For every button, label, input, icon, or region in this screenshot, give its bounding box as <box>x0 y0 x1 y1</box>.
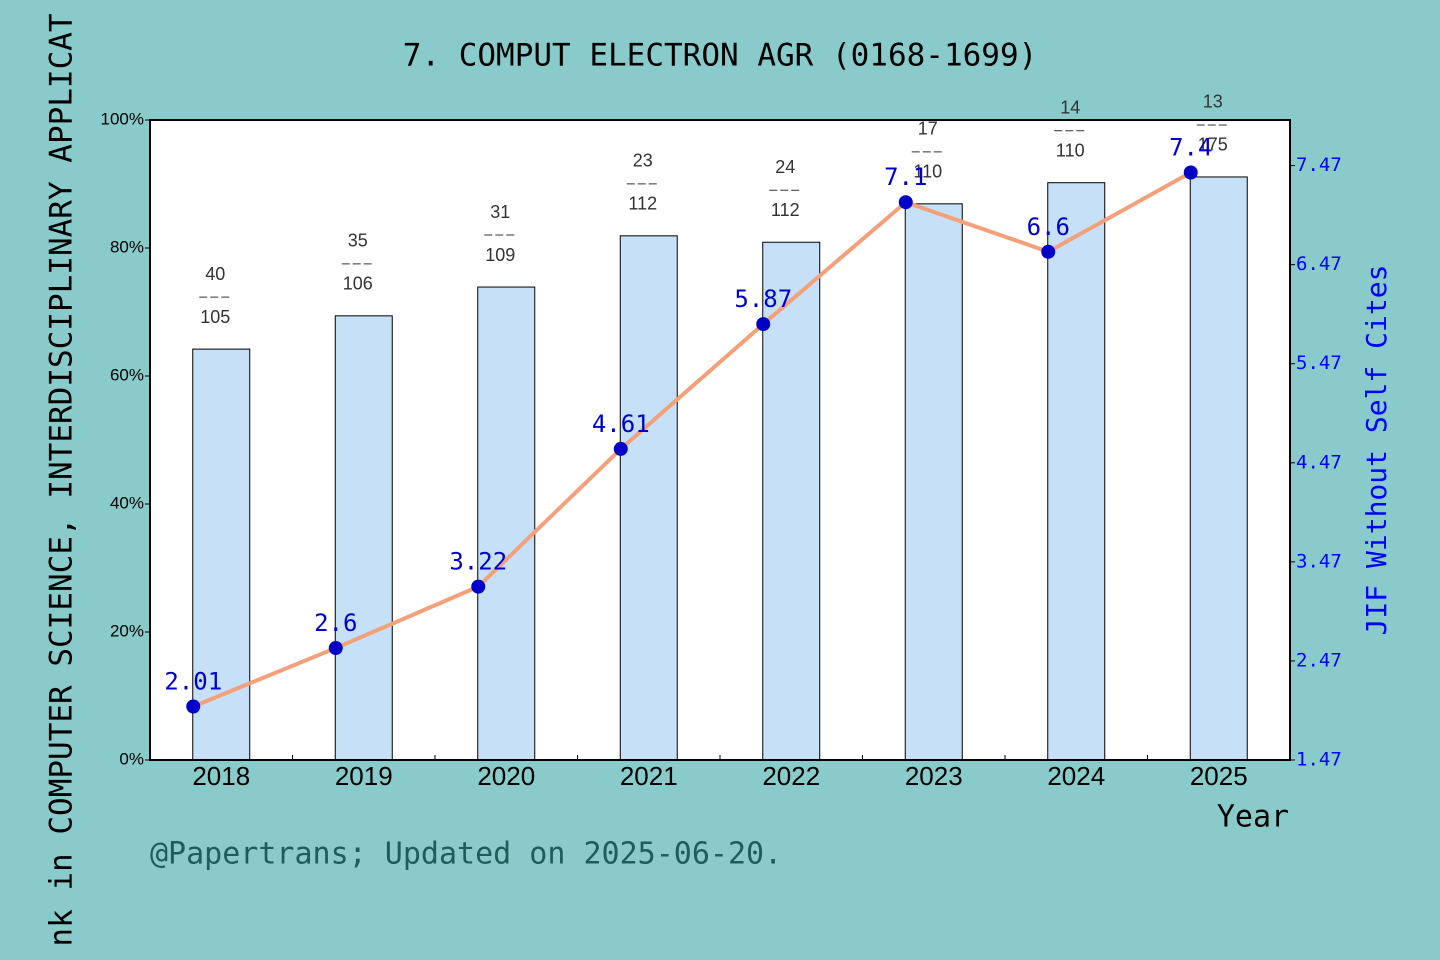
y2-tick-label: 1.47 <box>1296 749 1342 771</box>
bar <box>477 286 536 761</box>
bar <box>619 235 678 761</box>
jif-label: 5.87 <box>734 285 792 313</box>
x-axis-label: Year <box>1217 800 1289 835</box>
bar <box>1189 176 1248 761</box>
total-label: 112 <box>628 194 657 214</box>
rank-label: 35 <box>348 231 368 251</box>
x-tick-label: 2024 <box>1047 761 1105 791</box>
y2-axis-label: JIF Without Self Cites <box>1360 265 1393 636</box>
jif-point <box>898 195 913 210</box>
x-tick-label: 2021 <box>620 761 678 791</box>
footnote: @Papertrans; Updated on 2025-06-20. <box>150 837 782 872</box>
jif-label: 7.1 <box>884 163 927 191</box>
x-tick-label: 2020 <box>477 761 535 791</box>
y-tick-label: 100% <box>101 109 144 128</box>
jif-point <box>756 317 771 332</box>
rank-label: 40 <box>205 264 225 284</box>
jif-line <box>192 170 1192 709</box>
x-tick-label: 2018 <box>192 761 250 791</box>
y2-tick-label: 2.47 <box>1296 649 1342 671</box>
y-tick-label: 60% <box>110 365 144 384</box>
y2-tick-label: 4.47 <box>1296 451 1342 473</box>
jif-point <box>471 579 486 594</box>
rank-label: 17 <box>918 119 938 139</box>
y2-tick-label: 6.47 <box>1296 253 1342 275</box>
jif-point <box>186 699 201 714</box>
total-label: 175 <box>1198 135 1228 155</box>
bar <box>334 315 393 761</box>
x-tick-label: 2022 <box>762 761 820 791</box>
bar <box>1047 182 1106 761</box>
jif-label: 7.4 <box>1169 134 1212 162</box>
jif-point <box>1183 165 1198 180</box>
chart-title: 7. COMPUT ELECTRON AGR (0168-1699) <box>403 38 1038 74</box>
total-label: 112 <box>771 200 800 220</box>
y2-tick-label: 3.47 <box>1296 550 1342 572</box>
rank-label: 31 <box>490 202 510 222</box>
y2-tick-label: 7.47 <box>1296 154 1342 176</box>
x-tick-label: 2023 <box>905 761 963 791</box>
jif-point <box>1041 244 1056 259</box>
rank-label: 13 <box>1203 92 1223 112</box>
jif-label: 4.61 <box>592 410 650 438</box>
plot-area <box>150 120 1290 760</box>
x-tick-label: 2019 <box>335 761 393 791</box>
bar <box>762 241 821 761</box>
total-label: 110 <box>913 162 942 182</box>
y-axis-label: nk in COMPUTER SCIENCE, INTERDISCIPLINAR… <box>44 13 80 946</box>
bar <box>904 203 963 761</box>
rank-label: 23 <box>633 151 653 171</box>
jif-point <box>328 641 343 656</box>
total-label: 106 <box>343 274 373 294</box>
total-label: 110 <box>1056 140 1085 160</box>
rank-label: 24 <box>775 157 795 177</box>
x-tick-label: 2025 <box>1190 761 1248 791</box>
y-tick-label: 0% <box>119 749 144 768</box>
total-label: 105 <box>200 307 230 327</box>
y2-tick-label: 5.47 <box>1296 352 1342 374</box>
jif-label: 6.6 <box>1027 213 1070 241</box>
y-tick-label: 20% <box>110 621 144 640</box>
jif-label: 3.22 <box>449 548 507 576</box>
jif-point <box>613 441 628 456</box>
plot-frame <box>149 119 1291 761</box>
jif-label: 2.01 <box>164 668 222 696</box>
y-tick-label: 40% <box>110 493 144 512</box>
jif-label: 2.6 <box>314 609 357 637</box>
bar <box>192 348 251 761</box>
total-label: 109 <box>485 245 515 265</box>
rank-label: 14 <box>1060 97 1080 117</box>
y-tick-label: 80% <box>110 237 144 256</box>
